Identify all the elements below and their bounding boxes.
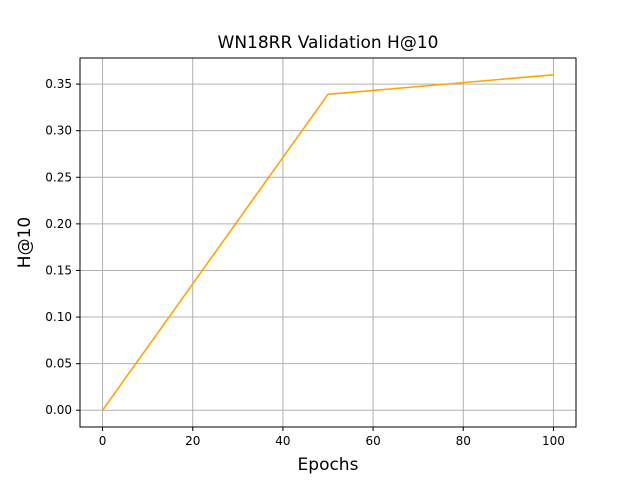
- series-layer: [101, 73, 554, 411]
- plot-frame: [79, 57, 577, 428]
- x-axis-title: Epochs: [298, 455, 359, 475]
- ticks: 0 20 40 60 80 100 0.00 0.05 0.10 0.15 0.20 0.25 0.30…: [45, 77, 565, 448]
- series-line: [101, 73, 554, 411]
- y-tick-label: 0.05: [45, 357, 72, 371]
- y-tick-label: 0.35: [45, 77, 72, 91]
- x-tick-label: 60: [365, 434, 380, 448]
- chart-title: WN18RR Validation H@10: [218, 33, 439, 53]
- x-tick-label: 0: [99, 434, 107, 448]
- y-tick-label: 0.20: [45, 217, 72, 231]
- y-tick-label: 0.25: [45, 170, 72, 184]
- y-axis-title: H@10: [15, 217, 35, 268]
- x-tick-label: 100: [542, 434, 565, 448]
- y-tick-label: 0.30: [45, 124, 72, 138]
- grid: [80, 58, 576, 427]
- x-tick-label: 40: [275, 434, 290, 448]
- y-tick-label: 0.00: [45, 403, 72, 417]
- y-tick-label: 0.10: [45, 310, 72, 324]
- y-tick-label: 0.15: [45, 263, 72, 277]
- x-tick-label: 80: [456, 434, 471, 448]
- x-tick-label: 20: [185, 434, 200, 448]
